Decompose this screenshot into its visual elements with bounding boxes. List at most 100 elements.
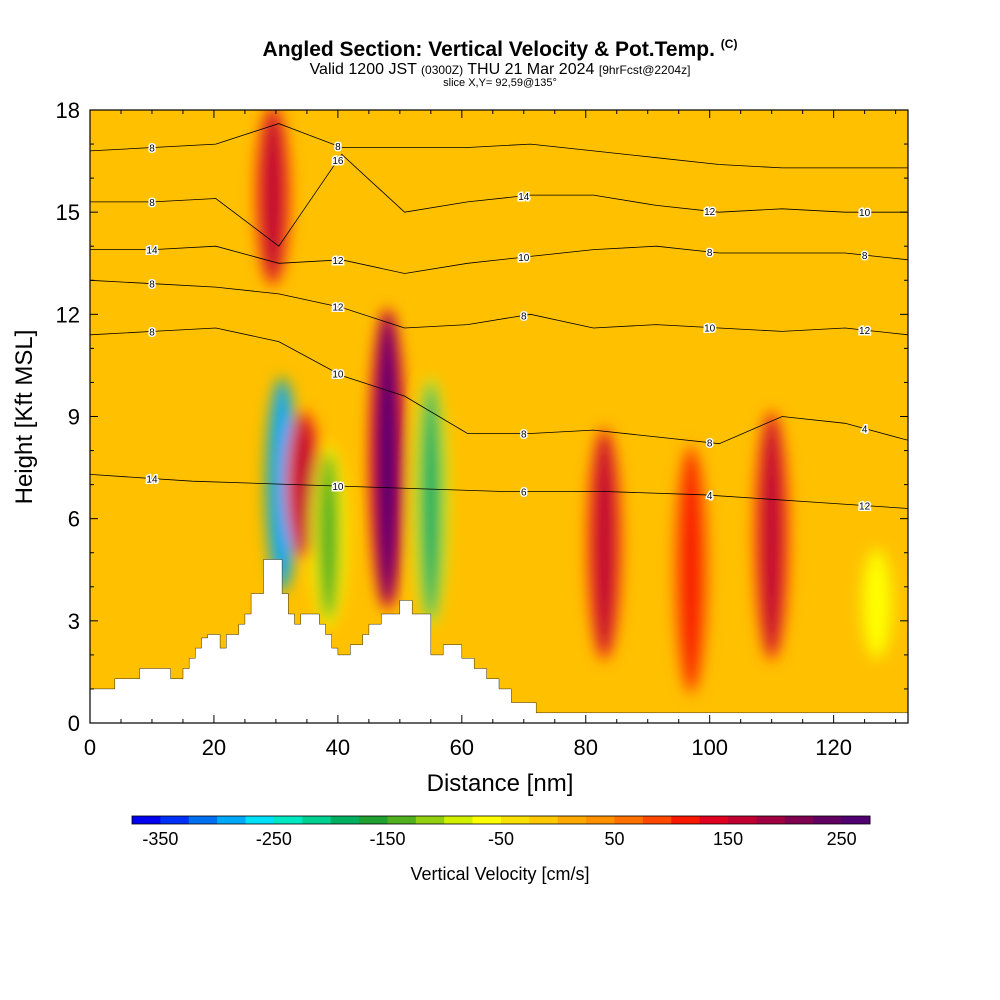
colorbar-swatch <box>671 816 701 824</box>
y-tick-label: 6 <box>68 507 80 532</box>
isentrope-label: 16 <box>332 156 344 167</box>
isentrope-label: 8 <box>149 198 155 209</box>
isentrope-line <box>90 327 908 445</box>
colorbar-swatch <box>699 816 729 824</box>
colorbar-swatch <box>444 816 474 824</box>
x-tick-label: 120 <box>815 735 852 760</box>
colorbar-swatch <box>132 816 161 824</box>
colorbar-tick-label: -350 <box>142 829 178 849</box>
colorbar-swatch <box>330 816 360 824</box>
x-axis-label: Distance [nm] <box>427 770 574 797</box>
isentrope-label: 8 <box>707 248 713 259</box>
colorbar-swatch <box>728 816 757 824</box>
terrain <box>90 559 908 723</box>
colorbar-tick-label: 250 <box>827 829 857 849</box>
colorbar-swatch <box>273 816 303 824</box>
isentrope-label: 8 <box>707 439 713 450</box>
isentrope-label: 12 <box>704 207 716 218</box>
colorbar-tick-label: -150 <box>369 829 405 849</box>
chart-title: Angled Section: Vertical Velocity & Pot.… <box>0 37 1000 62</box>
downdraft-cell <box>866 552 889 655</box>
y-tick-label: 15 <box>56 200 80 225</box>
x-tick-label: 80 <box>574 735 598 760</box>
colorbar-swatch <box>501 816 530 824</box>
isentrope-label: 8 <box>521 430 527 441</box>
isentrope-label: 14 <box>146 475 158 486</box>
colorbar-swatch <box>188 816 218 824</box>
forecast-info: [9hrFcst@2204z] <box>598 63 691 77</box>
chart-title-unit: (C) <box>720 37 738 51</box>
isentrope-label: 8 <box>149 144 155 155</box>
colorbar-swatch <box>217 816 247 824</box>
vertical-velocity-field <box>254 110 896 695</box>
colorbar-swatch <box>472 816 502 824</box>
isentrope-label: 12 <box>332 303 344 314</box>
updraft-cell <box>760 416 783 655</box>
valid-date: THU 21 Mar 2024 <box>467 61 595 78</box>
isentrope-label: 8 <box>521 311 527 322</box>
chart-valid-time: Valid 1200 JST (0300Z) THU 21 Mar 2024 [… <box>0 61 1000 79</box>
updraft-cell <box>680 450 703 689</box>
isentrope-contours <box>90 123 908 509</box>
colorbar-swatch <box>784 816 814 824</box>
x-tick-label: 40 <box>326 735 350 760</box>
colorbar-label: Vertical Velocity [cm/s] <box>410 864 589 884</box>
axes: 0 20 40 60 80 100 120 0 3 6 9 12 15 18 <box>56 98 908 760</box>
colorbar-swatch <box>642 816 672 824</box>
isentrope-label: 10 <box>332 482 344 493</box>
colorbar-swatch <box>586 816 616 824</box>
downdraft-cell <box>317 450 340 621</box>
isentrope-label: 10 <box>332 370 344 381</box>
colorbar-swatch <box>529 816 559 824</box>
isentrope-label: 4 <box>707 491 713 502</box>
isentrope-label: 8 <box>862 251 868 262</box>
isentrope-label: 12 <box>859 502 871 513</box>
colorbar-swatch <box>756 816 786 824</box>
y-tick-label: 0 <box>68 711 80 736</box>
colorbar-swatch <box>557 816 587 824</box>
x-tick-label: 100 <box>691 735 728 760</box>
isentrope-label: 6 <box>521 487 527 498</box>
colorbar-tick-label: -250 <box>256 829 292 849</box>
colorbar-tick-label: -50 <box>488 829 514 849</box>
y-tick-label: 3 <box>68 609 80 634</box>
updraft-cell <box>593 433 616 655</box>
colorbar-swatch <box>359 816 388 824</box>
colorbar-tick-label: 50 <box>605 829 625 849</box>
updraft-cell <box>376 314 399 604</box>
isentrope-label: 8 <box>335 142 341 153</box>
colorbar: -350 -250 -150 -50 50 150 250 <box>131 815 871 849</box>
x-tick-label: 60 <box>450 735 474 760</box>
colorbar-swatch <box>415 816 445 824</box>
isentrope-label: 12 <box>859 326 871 337</box>
isentrope-label: 10 <box>518 253 530 264</box>
isentrope-line <box>90 245 908 274</box>
isentrope-label: 14 <box>518 192 530 203</box>
isentrope-label: 10 <box>859 208 871 219</box>
isentrope-line <box>90 123 908 169</box>
updraft-cell <box>261 110 284 281</box>
colorbar-swatch <box>387 816 417 824</box>
colorbar-swatch <box>245 816 275 824</box>
y-axis-label: Height [Kft MSL] <box>11 330 38 505</box>
isentrope-labels: 14 10 6 4 12 8 10 8 8 4 8 12 8 10 12 14 12 10 8 8 8 16 14 12 10 8… <box>145 141 872 515</box>
isentrope-label: 10 <box>704 323 716 334</box>
isentrope-line <box>90 153 908 247</box>
chart-title-main: Angled Section: Vertical Velocity & Pot.… <box>262 38 715 61</box>
colorbar-tick-label: 150 <box>713 829 743 849</box>
colorbar-frame <box>131 815 871 825</box>
isentrope-label: 8 <box>149 327 155 338</box>
isentrope-line <box>90 279 908 336</box>
isentrope-line <box>90 474 908 509</box>
x-tick-label: 20 <box>202 735 226 760</box>
colorbar-swatch <box>841 816 871 824</box>
slice-info: slice X,Y= 92,59@135° <box>443 77 557 89</box>
valid-zulu: (0300Z) <box>421 63 464 77</box>
y-tick-label: 18 <box>56 98 80 123</box>
valid-prefix: Valid 1200 JST <box>309 61 417 78</box>
x-tick-label: 0 <box>84 735 96 760</box>
isentrope-label: 12 <box>332 256 344 267</box>
isentrope-label: 4 <box>862 425 868 436</box>
colorbar-swatch <box>302 816 332 824</box>
